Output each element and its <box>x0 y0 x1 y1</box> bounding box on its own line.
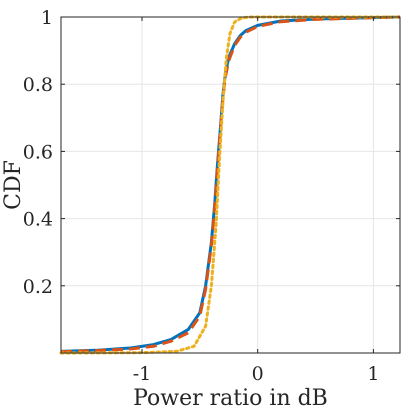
series-line-3 <box>59 15 402 355</box>
series-line-2 <box>60 15 401 354</box>
y-tick-label: 0.4 <box>23 209 53 231</box>
y-tick-label: 0.6 <box>23 141 53 163</box>
grid-lines <box>61 16 400 353</box>
axes-box <box>60 16 401 354</box>
y-tick-label: 1 <box>41 7 53 29</box>
series-line-1 <box>60 15 401 353</box>
x-tick-label: 1 <box>367 363 379 385</box>
x-tick-label: -1 <box>133 363 152 385</box>
ticks: -1 0 1 0.2 0.4 0.6 0.8 1 <box>23 7 400 385</box>
y-axis-label: CDF <box>1 160 26 210</box>
series-lines <box>59 15 402 355</box>
y-tick-label: 0.8 <box>23 74 53 96</box>
x-tick-label: 0 <box>252 363 264 385</box>
y-tick-label: 0.2 <box>23 276 53 298</box>
x-axis-label: Power ratio in dB <box>133 386 328 411</box>
